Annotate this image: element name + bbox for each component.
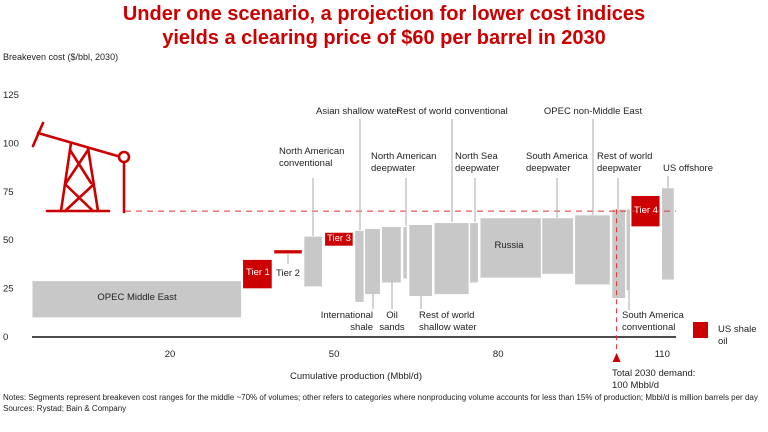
segment-bar — [402, 226, 408, 280]
segment-bar — [354, 230, 365, 303]
segment-label: OPEC Middle East — [97, 292, 177, 303]
derrick-stroke — [63, 183, 95, 213]
y-tick-label: 50 — [3, 235, 14, 246]
segment-label: South America deepwater — [526, 151, 588, 174]
segment-label: Asian shallow water — [316, 106, 400, 117]
segment-label: Tier 3 — [327, 233, 351, 244]
derrick-stroke — [86, 146, 100, 213]
segment-label: Rest of world deepwater — [597, 151, 653, 174]
y-axis-label: Breakeven cost ($/bbl, 2030) — [3, 52, 119, 62]
x-tick-label: 110 — [655, 349, 670, 360]
segment-bar — [273, 249, 303, 255]
segment-bar — [625, 208, 631, 291]
segment-label: South America conventional — [622, 310, 684, 333]
derrick-wheel — [117, 150, 131, 164]
segment-label: Tier 4 — [634, 205, 658, 216]
derrick-stroke — [31, 121, 45, 148]
segment-bar — [611, 208, 626, 299]
y-tick-label: 125 — [3, 90, 19, 101]
segment-bar — [242, 259, 273, 289]
y-tick-label: 100 — [3, 138, 19, 149]
segment-label: OPEC non-Middle East — [543, 106, 643, 117]
y-tick-label: 25 — [3, 284, 14, 295]
segment-bar — [479, 217, 542, 279]
derrick-stroke — [64, 148, 90, 185]
chart-title: Under one scenario, a projection for low… — [122, 3, 646, 49]
y-tick-label: 0 — [3, 332, 8, 343]
segment-label: North Sea deepwater — [455, 151, 500, 174]
legend-label: US shale oil — [718, 324, 757, 347]
x-tick-label: 50 — [329, 349, 340, 360]
legend-swatch-us-shale — [693, 322, 708, 338]
x-tick-label: 80 — [493, 349, 504, 360]
segment-label: Rest of world conventional — [396, 106, 508, 117]
segment-bar — [574, 214, 611, 286]
segment-label: Tier 1 — [246, 267, 270, 278]
demand-marker-triangle — [612, 353, 621, 362]
segment-bar — [469, 222, 479, 284]
x-axis-label: Cumulative production (Mbbl/d) — [290, 371, 423, 382]
oil-pump-jack-icon — [31, 121, 131, 214]
segment-label: Tier 2 — [276, 268, 300, 279]
segment-bar — [303, 236, 323, 287]
notes: Notes: Segments represent breakeven cost… — [3, 393, 758, 413]
x-tick-label: 20 — [165, 349, 176, 360]
demand-label: Total 2030 demand: 100 Mbbl/d — [612, 368, 696, 391]
segment-bar — [381, 226, 402, 284]
segment-label: Russia — [494, 240, 524, 251]
segment-bar — [661, 187, 675, 281]
segment-bar — [31, 280, 242, 318]
segment-label: Rest of world shallow water — [419, 310, 477, 333]
segment-label: Oil sands — [379, 310, 405, 333]
segment-label: North American deepwater — [371, 151, 437, 174]
derrick-stroke — [68, 148, 93, 185]
segment-bar — [324, 232, 354, 247]
segment-label: North American conventional — [279, 146, 345, 169]
derrick-stroke — [59, 141, 73, 213]
y-tick-label: 75 — [3, 187, 14, 198]
segment-label: US offshore — [663, 163, 713, 174]
derrick-stroke — [36, 131, 123, 159]
segment-bar — [433, 222, 470, 295]
segment-label: International shale — [320, 310, 373, 333]
segment-bar — [541, 217, 574, 275]
